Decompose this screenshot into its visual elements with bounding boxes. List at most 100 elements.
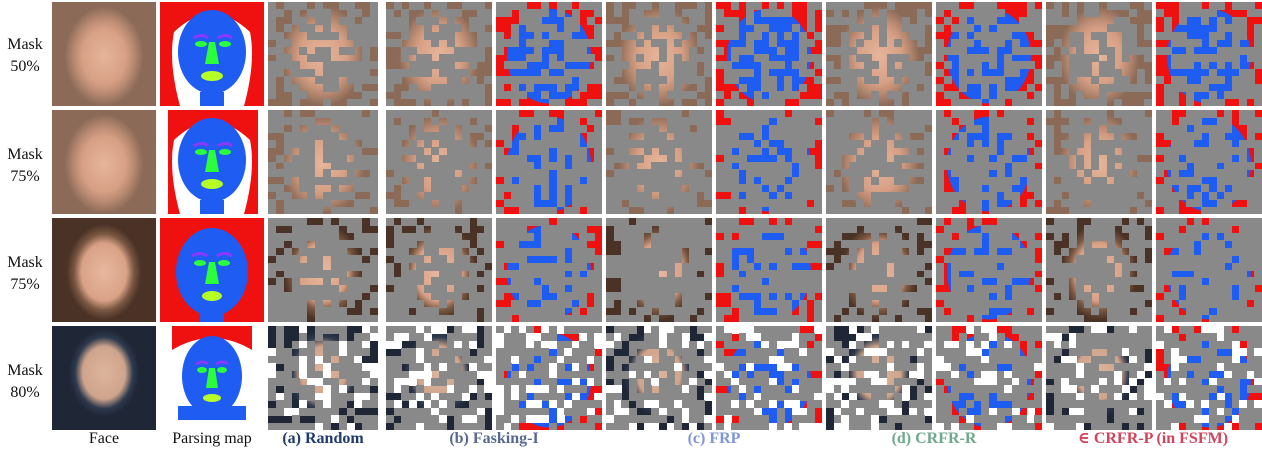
mask-patch: [556, 348, 565, 357]
mask-patch: [606, 392, 614, 401]
mask-patch: [833, 124, 842, 133]
mask-patch: [1053, 326, 1062, 334]
mask-patch: [841, 46, 850, 55]
mask-patch: [579, 422, 588, 430]
mask-patch: [1068, 184, 1077, 193]
mask-patch: [299, 326, 308, 334]
mask-patch: [943, 363, 952, 372]
mask-patch: [1091, 132, 1100, 141]
mask-patch: [966, 232, 975, 241]
mask-patch: [299, 370, 308, 379]
mask-patch: [753, 2, 762, 10]
mask-patch: [564, 232, 573, 241]
mask-patch: [901, 422, 910, 430]
mask-patch: [461, 340, 470, 349]
mask-patch: [496, 333, 504, 342]
mask-patch: [704, 191, 712, 200]
mask-patch: [1216, 24, 1225, 33]
mask-patch: [909, 61, 918, 70]
mask-patch: [924, 247, 932, 256]
mask-patch: [681, 392, 690, 401]
mask-patch: [549, 162, 557, 170]
mask-patch: [731, 299, 740, 308]
mask-patch: [476, 154, 485, 163]
mask-patch: [1083, 370, 1092, 379]
mask-patch: [469, 110, 478, 118]
mask-patch: [951, 225, 960, 234]
mask-patch: [354, 348, 363, 357]
mask-patch: [833, 232, 842, 241]
mask-patch: [1239, 348, 1248, 357]
mask-patch: [338, 110, 347, 118]
mask-patch: [526, 232, 535, 241]
mask-patch: [1231, 370, 1240, 379]
mask-patch: [753, 240, 762, 249]
mask-patch: [1239, 91, 1248, 100]
mask-patch: [1019, 378, 1028, 386]
mask-patch: [909, 83, 918, 92]
mask-patch: [496, 422, 504, 430]
mask-patch: [1254, 232, 1262, 241]
mask-patch: [346, 299, 355, 308]
mask-patch: [299, 184, 308, 193]
mask-patch: [871, 206, 880, 214]
mask-patch: [1053, 191, 1062, 200]
mask-patch: [299, 333, 308, 342]
mask-patch: [769, 110, 777, 118]
mask-patch: [330, 162, 339, 170]
mask-patch: [871, 218, 880, 226]
mask-patch: [323, 83, 331, 92]
mask-patch: [863, 400, 872, 409]
mask-patch: [989, 270, 997, 278]
mask-patch: [283, 169, 292, 178]
mask-patch: [1076, 206, 1085, 214]
mask-patch: [916, 299, 925, 308]
mask-patch: [901, 277, 910, 286]
mask-patch: [1091, 392, 1100, 401]
mask-patch: [746, 39, 755, 48]
mask-patch: [1144, 392, 1152, 401]
mask-patch: [924, 139, 932, 148]
mask-patch: [689, 61, 698, 70]
mask-patch: [469, 206, 478, 214]
mask-patch: [1239, 232, 1248, 241]
mask-patch: [526, 218, 535, 226]
mask-patch: [973, 415, 982, 424]
mask-patch: [761, 348, 770, 357]
mask-patch: [315, 199, 324, 208]
mask-patch: [1076, 277, 1085, 286]
mask-patch: [871, 400, 880, 409]
mask-patch: [1216, 284, 1225, 293]
mask-patch: [1239, 147, 1248, 156]
mask-patch: [268, 363, 276, 372]
mask-patch: [283, 218, 292, 226]
mask-patch: [1144, 363, 1152, 372]
mask-patch: [307, 392, 316, 401]
mask-patch: [1114, 98, 1123, 106]
mask-patch: [1106, 277, 1115, 286]
masked-face-image: [1046, 110, 1152, 214]
mask-patch: [753, 225, 762, 234]
mask-patch: [606, 46, 614, 55]
mask-patch: [1201, 363, 1210, 372]
mask-patch: [1026, 333, 1035, 342]
mask-patch: [439, 422, 447, 430]
mask-patch: [973, 262, 982, 271]
mask-patch: [1106, 218, 1115, 226]
mask-patch: [879, 240, 887, 249]
mask-patch: [943, 206, 952, 214]
mask-patch: [1254, 46, 1262, 55]
mask-patch: [268, 199, 276, 208]
mask-patch: [283, 307, 292, 316]
mask-patch: [958, 110, 967, 118]
mask-patch: [446, 206, 455, 214]
mask-patch: [439, 255, 447, 264]
mask-patch: [628, 326, 637, 334]
mask-patch: [879, 169, 887, 178]
mask-patch: [996, 225, 1005, 234]
mask-patch: [454, 392, 463, 401]
mask-patch: [1076, 98, 1085, 106]
mask-patch: [841, 218, 850, 226]
mask-patch: [806, 284, 815, 293]
mask-patch: [966, 262, 975, 271]
